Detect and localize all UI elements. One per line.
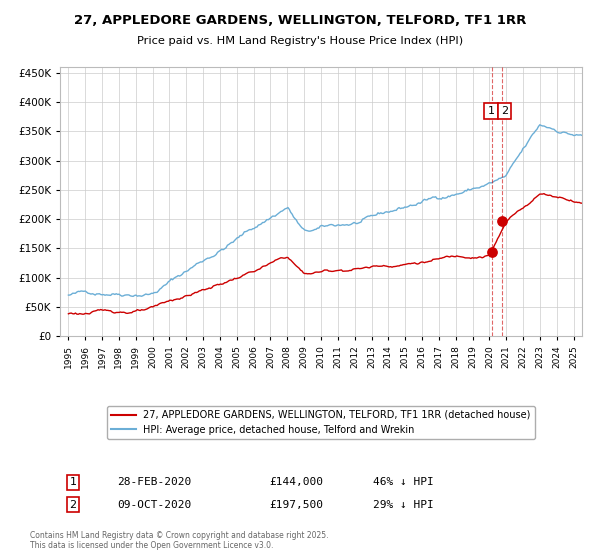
Text: £197,500: £197,500 xyxy=(269,500,323,510)
Text: £144,000: £144,000 xyxy=(269,478,323,488)
Text: 1: 1 xyxy=(488,106,494,116)
Text: 27, APPLEDORE GARDENS, WELLINGTON, TELFORD, TF1 1RR: 27, APPLEDORE GARDENS, WELLINGTON, TELFO… xyxy=(74,14,526,27)
Text: 2: 2 xyxy=(501,106,508,116)
Point xyxy=(497,216,507,225)
Text: 46% ↓ HPI: 46% ↓ HPI xyxy=(373,478,434,488)
Text: 1: 1 xyxy=(70,478,77,488)
Text: 29% ↓ HPI: 29% ↓ HPI xyxy=(373,500,434,510)
Legend: 27, APPLEDORE GARDENS, WELLINGTON, TELFORD, TF1 1RR (detached house), HPI: Avera: 27, APPLEDORE GARDENS, WELLINGTON, TELFO… xyxy=(107,406,535,438)
Text: 28-FEB-2020: 28-FEB-2020 xyxy=(118,478,191,488)
Point xyxy=(487,248,497,256)
Text: 2: 2 xyxy=(70,500,77,510)
Text: 09-OCT-2020: 09-OCT-2020 xyxy=(118,500,191,510)
Text: Contains HM Land Registry data © Crown copyright and database right 2025.
This d: Contains HM Land Registry data © Crown c… xyxy=(30,530,329,550)
Text: Price paid vs. HM Land Registry's House Price Index (HPI): Price paid vs. HM Land Registry's House … xyxy=(137,36,463,46)
